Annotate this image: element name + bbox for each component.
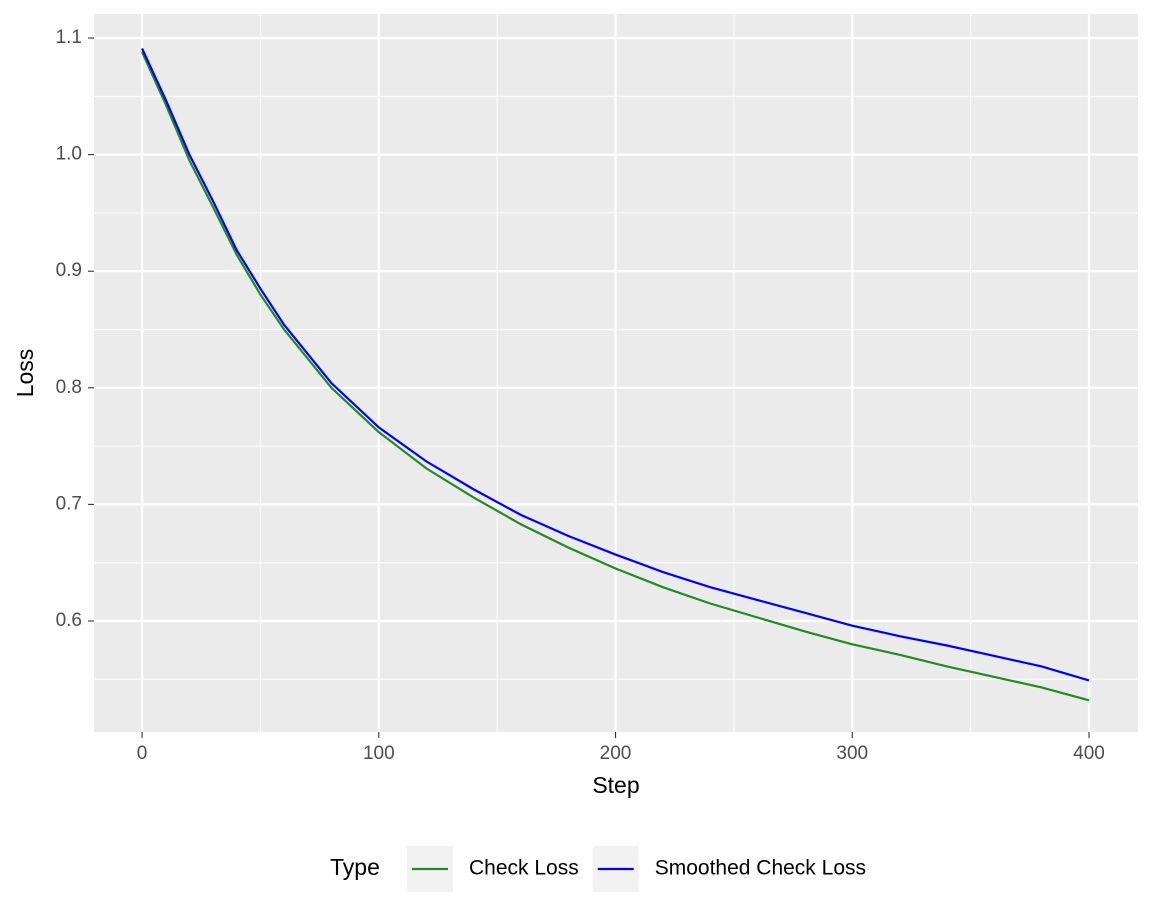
y-tick-label: 0.8 xyxy=(56,377,82,398)
x-tick-label: 100 xyxy=(363,743,395,764)
y-tick-label: 1.0 xyxy=(56,144,82,165)
legend-label: Smoothed Check Loss xyxy=(655,857,866,880)
y-tick-label: 0.9 xyxy=(56,260,82,281)
x-tick-label: 200 xyxy=(600,743,632,764)
y-axis-title: Loss xyxy=(12,349,38,398)
x-axis-title: Step xyxy=(592,772,639,798)
line xyxy=(141,48,1090,682)
y-tick-label: 0.7 xyxy=(56,493,82,514)
y-tick-label: 0.6 xyxy=(56,610,82,631)
x-tick-label: 400 xyxy=(1073,743,1105,764)
x-tick-label: 300 xyxy=(836,743,868,764)
x-tick-label: 0 xyxy=(137,743,148,764)
legend-title: Type xyxy=(330,854,380,880)
y-tick-label: 1.1 xyxy=(56,27,82,48)
line xyxy=(141,51,1090,702)
legend-label: Check Loss xyxy=(469,857,579,880)
